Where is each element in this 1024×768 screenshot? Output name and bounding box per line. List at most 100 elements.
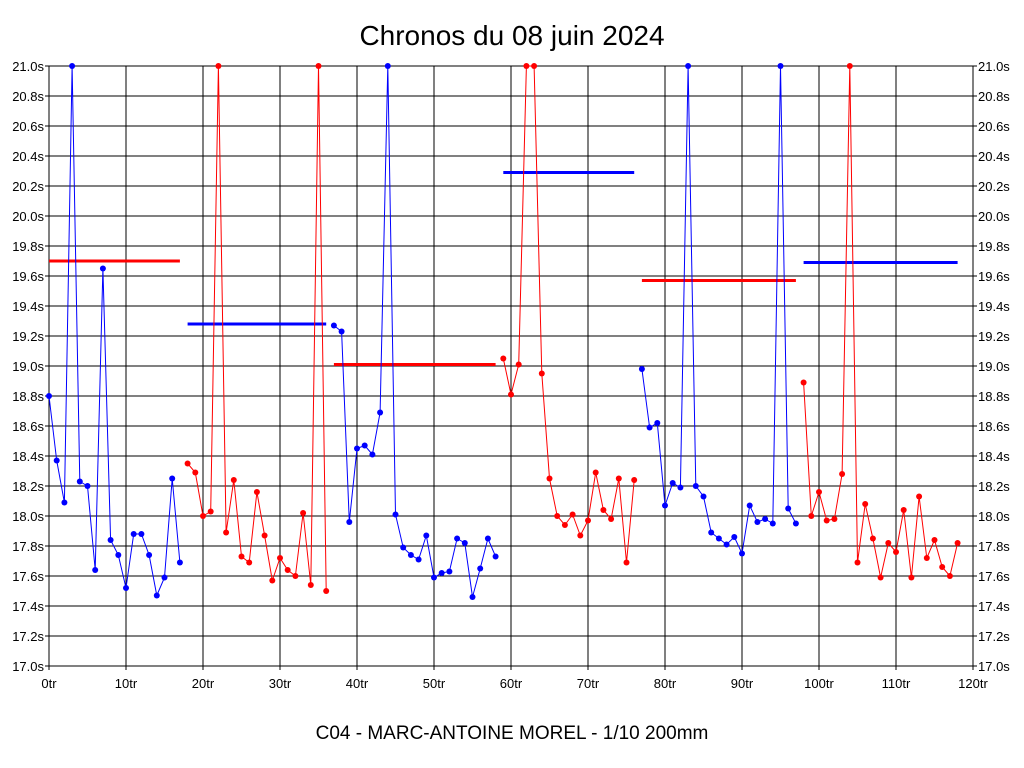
lap-point	[377, 409, 384, 416]
lap-point	[900, 507, 907, 513]
lap-point	[454, 535, 461, 542]
lap-point	[215, 63, 222, 69]
lap-point	[500, 355, 507, 362]
lap-point	[585, 517, 591, 524]
lap-point	[446, 568, 453, 575]
lap-point	[223, 529, 230, 536]
y-tick-label-left: 17.0s	[12, 659, 44, 674]
lap-point	[184, 460, 191, 467]
lap-point	[746, 502, 753, 509]
lap-point	[754, 519, 761, 525]
data-points	[46, 63, 961, 600]
lap-point	[176, 559, 183, 566]
lap-point	[792, 520, 799, 527]
lap-point	[700, 493, 707, 500]
lap-point	[800, 379, 807, 386]
x-tick-label: 70tr	[577, 676, 600, 691]
lap-point	[153, 592, 160, 599]
lap-point	[361, 442, 368, 449]
lap-point	[107, 537, 114, 543]
lap-point	[839, 471, 846, 477]
y-tick-label-left: 18.6s	[12, 419, 44, 434]
lap-point	[69, 63, 76, 69]
lap-point	[169, 475, 176, 482]
y-tick-label-left: 20.2s	[12, 179, 44, 194]
lap-point	[677, 484, 684, 491]
lap-point	[277, 555, 283, 561]
lap-point	[123, 585, 129, 591]
y-tick-label-left: 19.4s	[12, 299, 44, 314]
y-tick-label-right: 20.6s	[978, 119, 1010, 134]
y-tick-label-right: 20.4s	[978, 149, 1010, 164]
lap-point	[769, 520, 776, 527]
y-tick-label-right: 20.0s	[978, 209, 1010, 224]
y-tick-label-left: 19.8s	[12, 239, 44, 254]
lap-point	[808, 513, 815, 519]
chart-subtitle: C04 - MARC-ANTOINE MOREL - 1/10 200mm	[316, 723, 709, 744]
y-tick-label-left: 19.6s	[12, 269, 44, 284]
x-tick-label: 50tr	[423, 676, 446, 691]
y-tick-label-right: 18.2s	[978, 479, 1010, 494]
lap-point	[246, 559, 253, 566]
lap-point	[384, 63, 391, 69]
x-tick-label: 0tr	[41, 676, 57, 691]
lap-point	[99, 265, 106, 272]
lap-point	[46, 393, 52, 399]
lap-point	[523, 63, 530, 69]
lap-point	[115, 552, 122, 558]
y-tick-label-right: 19.8s	[978, 239, 1010, 254]
y-tick-label-right: 17.0s	[978, 659, 1010, 674]
lap-point	[484, 535, 491, 542]
y-tick-label-right: 18.6s	[978, 419, 1010, 434]
lap-point	[654, 420, 661, 426]
y-tick-label-left: 17.2s	[12, 629, 44, 644]
y-tick-label-left: 20.8s	[12, 89, 44, 104]
x-tick-label: 60tr	[500, 676, 523, 691]
lap-point	[785, 505, 792, 512]
y-tick-label-left: 21.0s	[12, 59, 44, 74]
lap-point	[261, 532, 268, 539]
y-tick-label-right: 19.0s	[978, 359, 1010, 374]
lap-point	[546, 475, 553, 482]
lap-point	[600, 507, 607, 513]
lap-point	[777, 63, 784, 69]
lap-point	[939, 564, 946, 570]
lap-point	[569, 511, 576, 518]
lap-point	[715, 535, 722, 542]
lap-point	[515, 361, 522, 368]
lap-point	[146, 552, 153, 558]
lap-point	[192, 469, 199, 476]
lap-point	[508, 391, 514, 398]
lap-point	[407, 552, 414, 558]
lap-point	[885, 540, 892, 546]
x-tick-label: 90tr	[731, 676, 754, 691]
lap-point	[846, 63, 853, 69]
lap-point	[831, 516, 838, 522]
y-tick-label-right: 17.4s	[978, 599, 1010, 614]
lap-point	[561, 522, 568, 528]
y-tick-label-left: 17.4s	[12, 599, 44, 614]
lap-point	[392, 511, 399, 518]
lap-point	[631, 477, 638, 483]
lap-point	[816, 489, 822, 495]
lap-point	[238, 553, 245, 560]
y-tick-label-left: 18.8s	[12, 389, 44, 404]
lap-point	[692, 483, 699, 489]
lap-point	[461, 540, 468, 546]
x-tick-label: 100tr	[804, 676, 834, 691]
lap-point	[338, 328, 345, 335]
y-tick-label-left: 19.2s	[12, 329, 44, 344]
y-tick-label-left: 20.4s	[12, 149, 44, 164]
lap-point	[61, 499, 68, 506]
lap-point	[300, 510, 307, 516]
lap-point	[315, 63, 322, 69]
lap-point	[138, 531, 145, 537]
x-tick-label: 10tr	[115, 676, 138, 691]
lap-point	[577, 532, 584, 539]
y-tick-label-left: 20.6s	[12, 119, 44, 134]
lap-point	[923, 555, 930, 561]
lap-point	[161, 574, 168, 581]
lap-point	[723, 541, 730, 548]
lap-point	[877, 574, 884, 581]
y-tick-label-right: 18.8s	[978, 389, 1010, 404]
